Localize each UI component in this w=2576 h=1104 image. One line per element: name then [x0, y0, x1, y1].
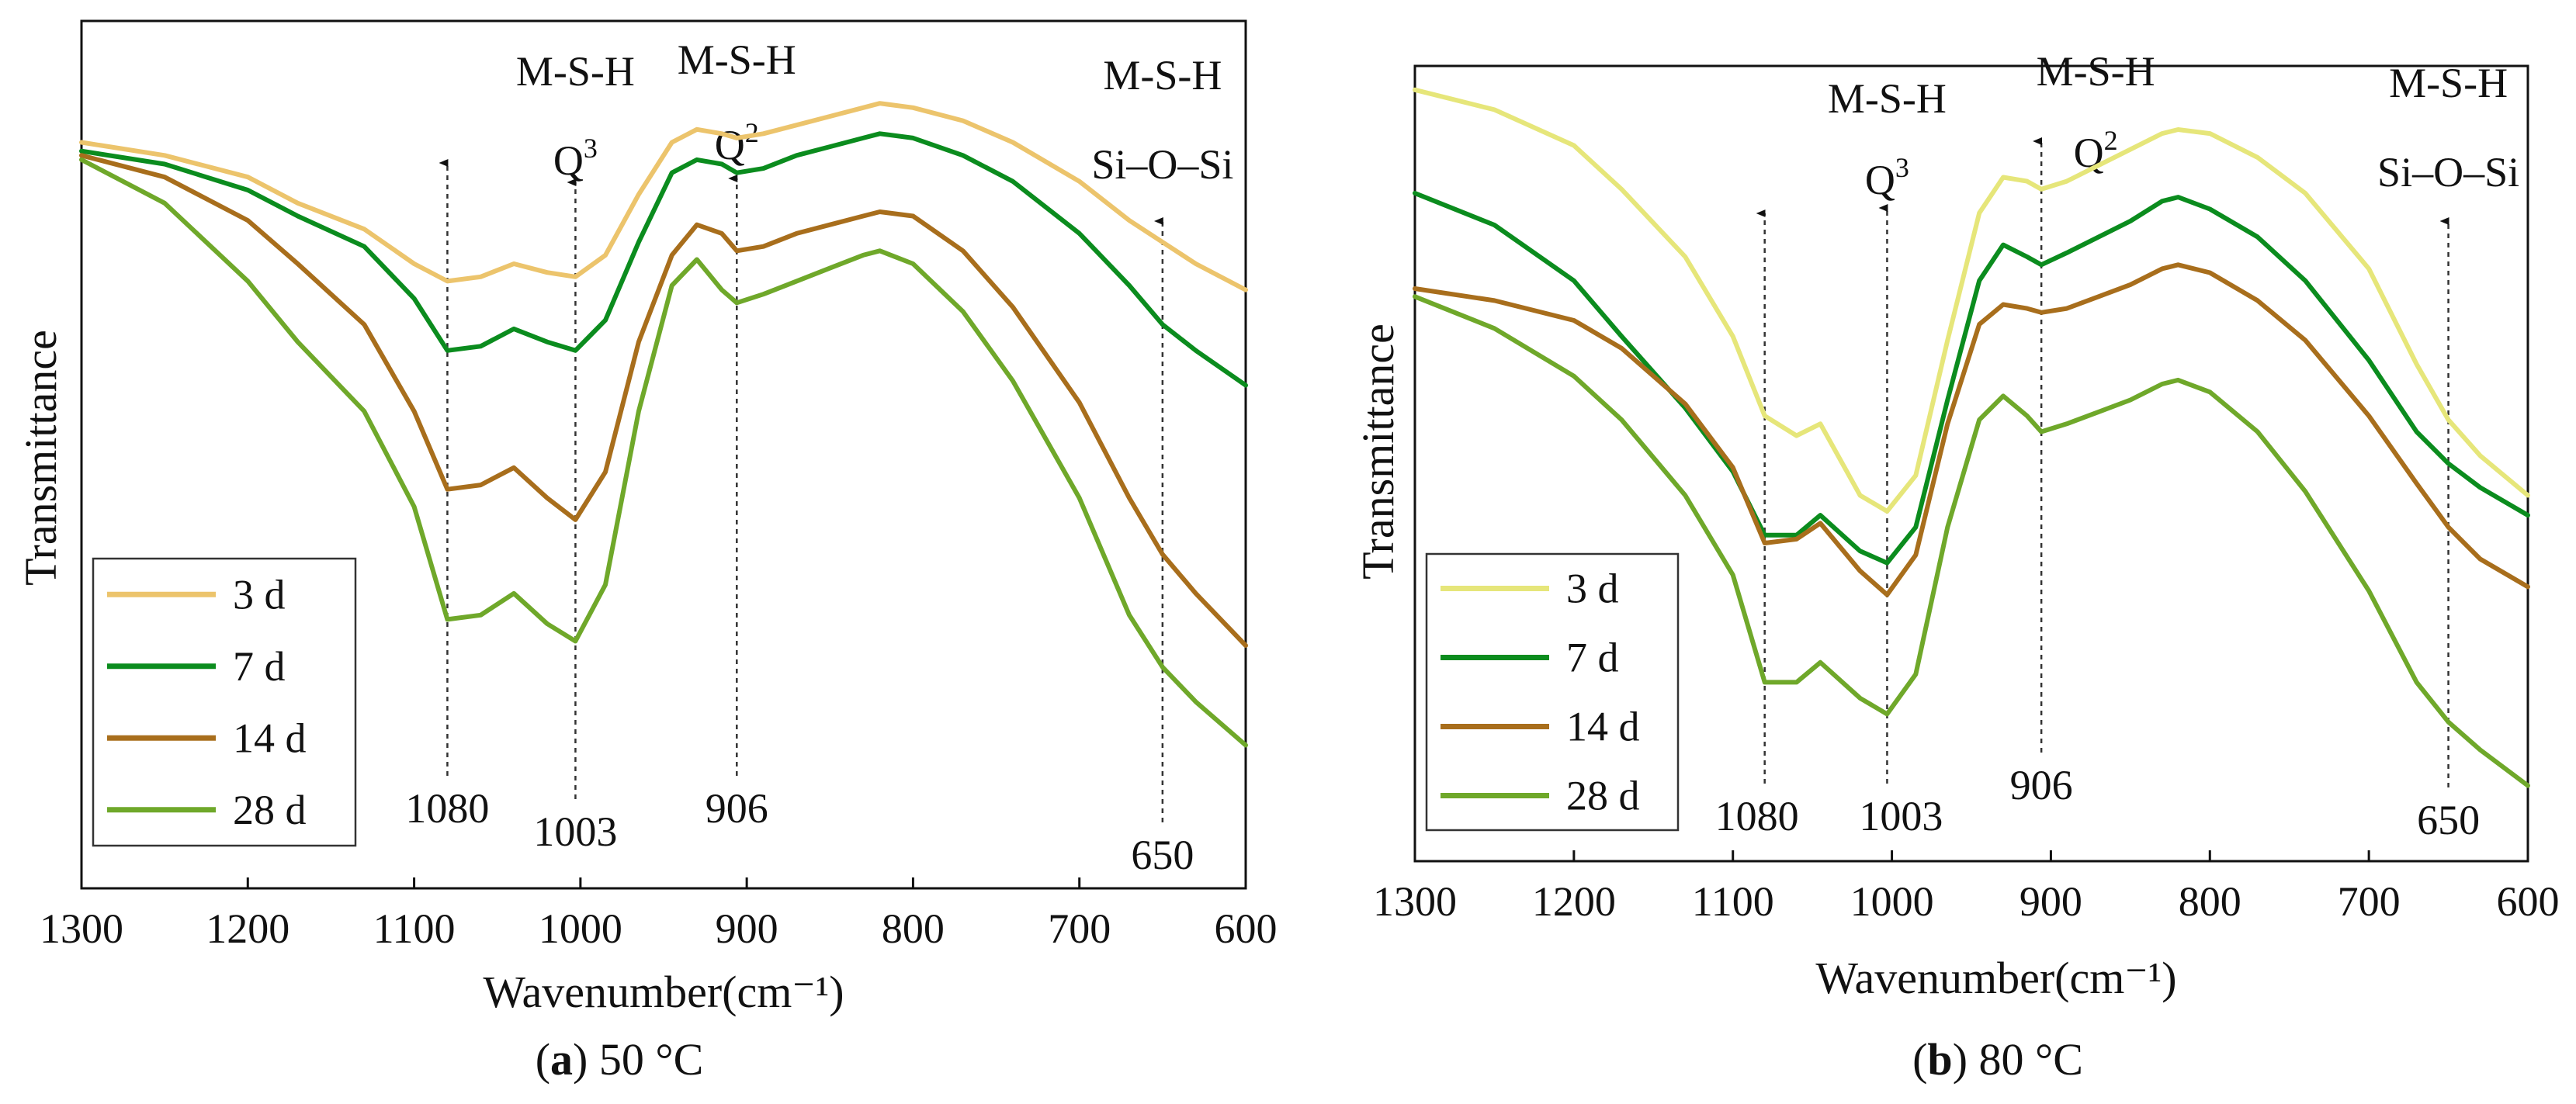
- series-line-3d: [1413, 87, 2530, 514]
- annotation-sublabel: Q2: [715, 117, 759, 168]
- legend-label: 28 d: [1566, 773, 1640, 819]
- x-tick-label: 1000: [1850, 878, 1934, 925]
- panel-caption: (a) 50 °C: [536, 1034, 704, 1085]
- legend-label: 3 d: [1566, 566, 1619, 612]
- annotation-sublabel: Q3: [553, 133, 598, 184]
- plot-frame: [1413, 64, 2529, 863]
- x-tick-label: 1100: [373, 905, 456, 952]
- x-tick-label: 600: [1215, 905, 1278, 952]
- annotation-sublabel: Si–O–Si: [1091, 141, 1233, 188]
- annotation-label: M-S-H: [1103, 52, 1222, 99]
- annotation-sublabel: Q3: [1865, 152, 1909, 203]
- panel-a-chart: Transmittance Wavenumber(cm⁻¹) (a) 50 °C…: [16, 19, 1278, 1085]
- y-axis-title: Transmittance: [1353, 324, 1403, 580]
- annotation-sublabel: Si–O–Si: [2377, 149, 2519, 196]
- series-line-7d: [1413, 191, 2530, 566]
- legend-label: 28 d: [233, 787, 307, 833]
- legend-label: 14 d: [233, 715, 307, 761]
- annotation-wavenumber: 1080: [405, 785, 489, 832]
- annotation-label: M-S-H: [678, 36, 796, 83]
- series-line-7d: [79, 131, 1248, 388]
- annotation-label: M-S-H: [2037, 48, 2155, 95]
- x-tick-label: 700: [2338, 878, 2401, 925]
- panel-b-chart: Transmittance Wavenumber(cm⁻¹) (b) 80 °C…: [1353, 48, 2560, 1085]
- annotation-wavenumber: 650: [2417, 797, 2480, 843]
- x-tick-label: 1100: [1692, 878, 1774, 925]
- x-tick-label: 1200: [206, 905, 289, 952]
- x-tick-label: 700: [1048, 905, 1111, 952]
- legend-label: 7 d: [233, 643, 286, 690]
- caption-letter: a: [550, 1034, 573, 1085]
- x-tick-label: 600: [2497, 878, 2560, 925]
- plot-frame: [80, 19, 1247, 890]
- series-line-3d: [79, 101, 1248, 292]
- legend-box: [92, 557, 357, 847]
- legend-label: 7 d: [1566, 635, 1619, 681]
- legend-box: [1425, 552, 1680, 832]
- x-axis-title: Wavenumber(cm⁻¹): [1815, 953, 2176, 1003]
- annotation-label: M-S-H: [1828, 75, 1947, 122]
- x-tick-label: 1300: [40, 905, 123, 952]
- x-tick-label: 900: [2020, 878, 2082, 925]
- series-line-14d: [79, 153, 1248, 648]
- annotation-label: M-S-H: [2389, 60, 2508, 106]
- annotation-label: M-S-H: [516, 48, 635, 95]
- legend-label: 14 d: [1566, 704, 1640, 750]
- caption-text: 50 °C: [599, 1034, 703, 1085]
- x-tick-label: 1200: [1532, 878, 1616, 925]
- annotation-wavenumber: 650: [1131, 832, 1194, 878]
- x-tick-label: 1300: [1373, 878, 1457, 925]
- annotation-wavenumber: 906: [706, 785, 768, 832]
- annotation-wavenumber: 1080: [1715, 793, 1799, 839]
- x-tick-label: 800: [882, 905, 945, 952]
- caption-text: 80 °C: [1979, 1034, 2083, 1085]
- y-axis-title: Transmittance: [16, 330, 66, 586]
- legend: 3 d 7 d 14 d 28 d: [1425, 552, 1680, 832]
- series-line-14d: [1413, 262, 2530, 597]
- caption-letter: b: [1927, 1034, 1952, 1085]
- panel-caption: (b) 80 °C: [1912, 1034, 2083, 1085]
- series-line-28d: [79, 157, 1248, 748]
- x-axis-title: Wavenumber(cm⁻¹): [483, 967, 844, 1017]
- legend: 3 d 7 d 14 d 28 d: [92, 557, 357, 847]
- annotation-wavenumber: 1003: [1859, 793, 1943, 839]
- series-line-28d: [1413, 294, 2530, 788]
- x-tick-label: 900: [716, 905, 778, 952]
- x-tick-label: 800: [2179, 878, 2241, 925]
- legend-label: 3 d: [233, 571, 286, 618]
- annotation-wavenumber: 1003: [533, 808, 617, 855]
- annotation-wavenumber: 906: [2010, 762, 2073, 808]
- x-tick-label: 1000: [539, 905, 622, 952]
